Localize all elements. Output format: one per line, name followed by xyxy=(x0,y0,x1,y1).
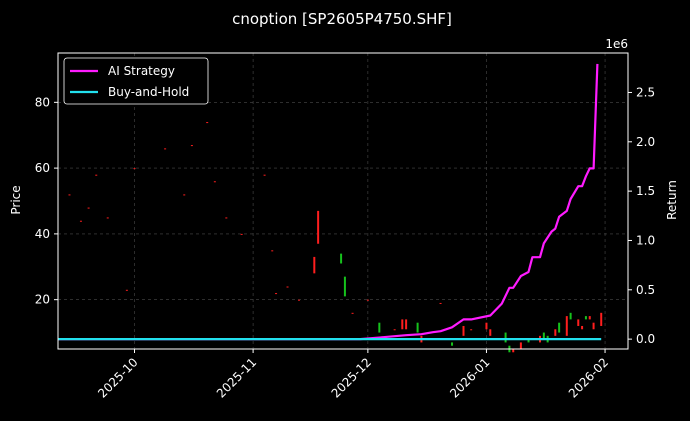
candle xyxy=(240,233,243,235)
candle xyxy=(286,286,289,288)
candle xyxy=(470,329,473,331)
candle xyxy=(581,325,584,330)
candle xyxy=(462,325,465,336)
candle xyxy=(275,293,278,295)
right-tick-label: 2.0 xyxy=(636,135,655,149)
candle xyxy=(87,207,90,209)
candle xyxy=(366,299,369,301)
right-tick-label: 1.5 xyxy=(636,184,655,198)
candle xyxy=(439,302,442,304)
candle xyxy=(351,312,354,314)
right-y-ticks: 0.0 0.5 1.0 1.5 2.0 2.5 xyxy=(628,85,655,346)
candle xyxy=(125,289,128,291)
candle xyxy=(588,316,591,320)
candle xyxy=(393,329,396,331)
candle xyxy=(405,319,408,330)
candle xyxy=(584,316,587,320)
candle xyxy=(190,145,193,147)
candle xyxy=(271,250,274,252)
y-axis-label: Price xyxy=(9,185,23,214)
candle xyxy=(378,322,381,333)
candle xyxy=(263,174,266,176)
right-tick-label: 0.0 xyxy=(636,332,655,346)
candle xyxy=(592,322,595,330)
legend-label: Buy-and-Hold xyxy=(108,85,189,99)
candle xyxy=(317,210,320,244)
candle xyxy=(164,148,167,150)
left-tick-label: 60 xyxy=(35,161,50,175)
right-tick-label: 0.5 xyxy=(636,283,655,297)
candle xyxy=(213,181,216,183)
candle xyxy=(527,339,530,343)
candle xyxy=(569,312,572,320)
x-tick-label: 2026-01 xyxy=(447,355,492,400)
candles xyxy=(68,122,603,353)
chart-title: cnoption [SP2605P4750.SHF] xyxy=(232,10,452,28)
candle xyxy=(600,312,603,326)
x-ticks: 2025-10 2025-11 2025-12 2026-01 2026-02 xyxy=(95,349,611,401)
legend-label: AI Strategy xyxy=(108,64,175,78)
x-tick-label: 2025-11 xyxy=(214,355,259,400)
left-tick-label: 80 xyxy=(35,95,50,109)
right-axis-offset: 1e6 xyxy=(605,37,628,51)
candle xyxy=(401,319,404,330)
right-tick-label: 2.5 xyxy=(636,85,655,99)
left-tick-label: 20 xyxy=(35,293,50,307)
candle xyxy=(489,329,492,336)
right-tick-label: 1.0 xyxy=(636,233,655,247)
candle xyxy=(504,332,507,343)
candle xyxy=(554,329,557,336)
candle xyxy=(519,342,522,349)
x-tick-label: 2025-12 xyxy=(329,355,374,400)
candle xyxy=(298,299,301,301)
legend-box xyxy=(63,57,209,105)
candle xyxy=(95,174,98,176)
candle xyxy=(512,349,515,353)
candle xyxy=(68,194,71,196)
series-line-ai-strategy xyxy=(58,63,599,341)
left-y-ticks: 20 40 60 80 xyxy=(35,95,58,307)
right-y-axis-label: Return xyxy=(665,180,679,220)
candle xyxy=(225,217,228,219)
candle xyxy=(106,217,109,219)
candle xyxy=(485,322,488,330)
candle xyxy=(343,276,346,297)
plot-frame xyxy=(57,52,629,350)
candle xyxy=(340,253,343,264)
candle xyxy=(206,122,209,124)
candle xyxy=(79,220,82,222)
x-tick-label: 2025-10 xyxy=(95,355,140,400)
left-tick-label: 40 xyxy=(35,227,50,241)
candle xyxy=(416,322,419,333)
candle xyxy=(451,342,454,346)
candle xyxy=(577,319,580,326)
candle xyxy=(558,322,561,333)
series-lines xyxy=(58,63,602,341)
candle xyxy=(313,256,316,274)
x-tick-label: 2026-02 xyxy=(566,355,611,400)
candle xyxy=(565,316,568,336)
candle xyxy=(133,168,136,170)
candle xyxy=(542,332,545,340)
legend: AI Strategy Buy-and-Hold xyxy=(63,57,209,105)
candle xyxy=(183,194,186,196)
